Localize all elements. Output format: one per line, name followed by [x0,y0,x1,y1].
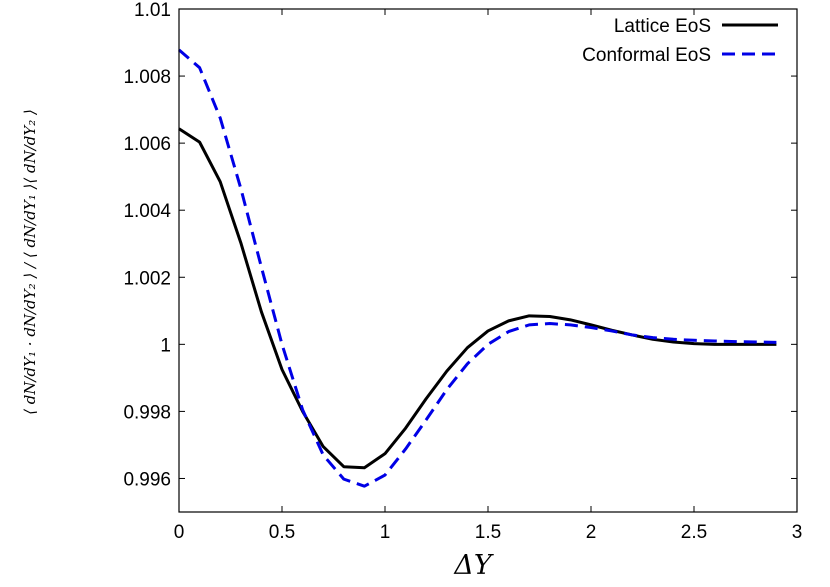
y-tick-label: 1.002 [123,268,171,289]
legend-label-lattice: Lattice EoS [614,16,711,37]
y-tick-label: 0.996 [123,469,171,490]
y-axis: 0.996 0.998 1 1.002 1.004 1.006 1.008 1.01 [123,0,797,490]
y-tick-label: 1 [160,335,171,356]
y-tick-label: 1.006 [123,134,171,155]
legend: Lattice EoS Conformal EoS [582,16,778,66]
y-tick-label: 0.998 [123,402,171,423]
x-tick-label: 3 [792,522,803,543]
y-tick-label: 1.01 [134,0,171,21]
y-tick-label: 1.004 [123,201,171,222]
x-tick-label: 2.5 [681,522,707,543]
x-axis: 0 0.5 1 1.5 2 2.5 3 [174,9,803,543]
plot-frame [178,8,798,513]
y-axis-label: ⟨ dN/dY₁ · dN/dY₂ ⟩ / ⟨ dN/dY₁ ⟩⟨ dN/dY₂… [21,109,39,415]
series-line-lattice [178,127,777,470]
x-tick-label: 1 [380,522,391,543]
x-tick-label: 0.5 [269,522,295,543]
x-axis-label: ΔY [453,550,493,581]
x-tick-label: 2 [586,522,597,543]
series-layer [178,48,777,488]
x-tick-label: 0 [174,522,185,543]
svg-text:⟨ dN/dY₁ · dN/dY₂ ⟩ / ⟨ dN/dY₁: ⟨ dN/dY₁ · dN/dY₂ ⟩ / ⟨ dN/dY₁ ⟩⟨ dN/dY₂… [21,109,39,415]
legend-label-conformal: Conformal EoS [582,45,711,66]
x-tick-label: 1.5 [475,522,501,543]
series-line-conformal [178,48,777,488]
y-tick-label: 1.008 [123,67,171,88]
